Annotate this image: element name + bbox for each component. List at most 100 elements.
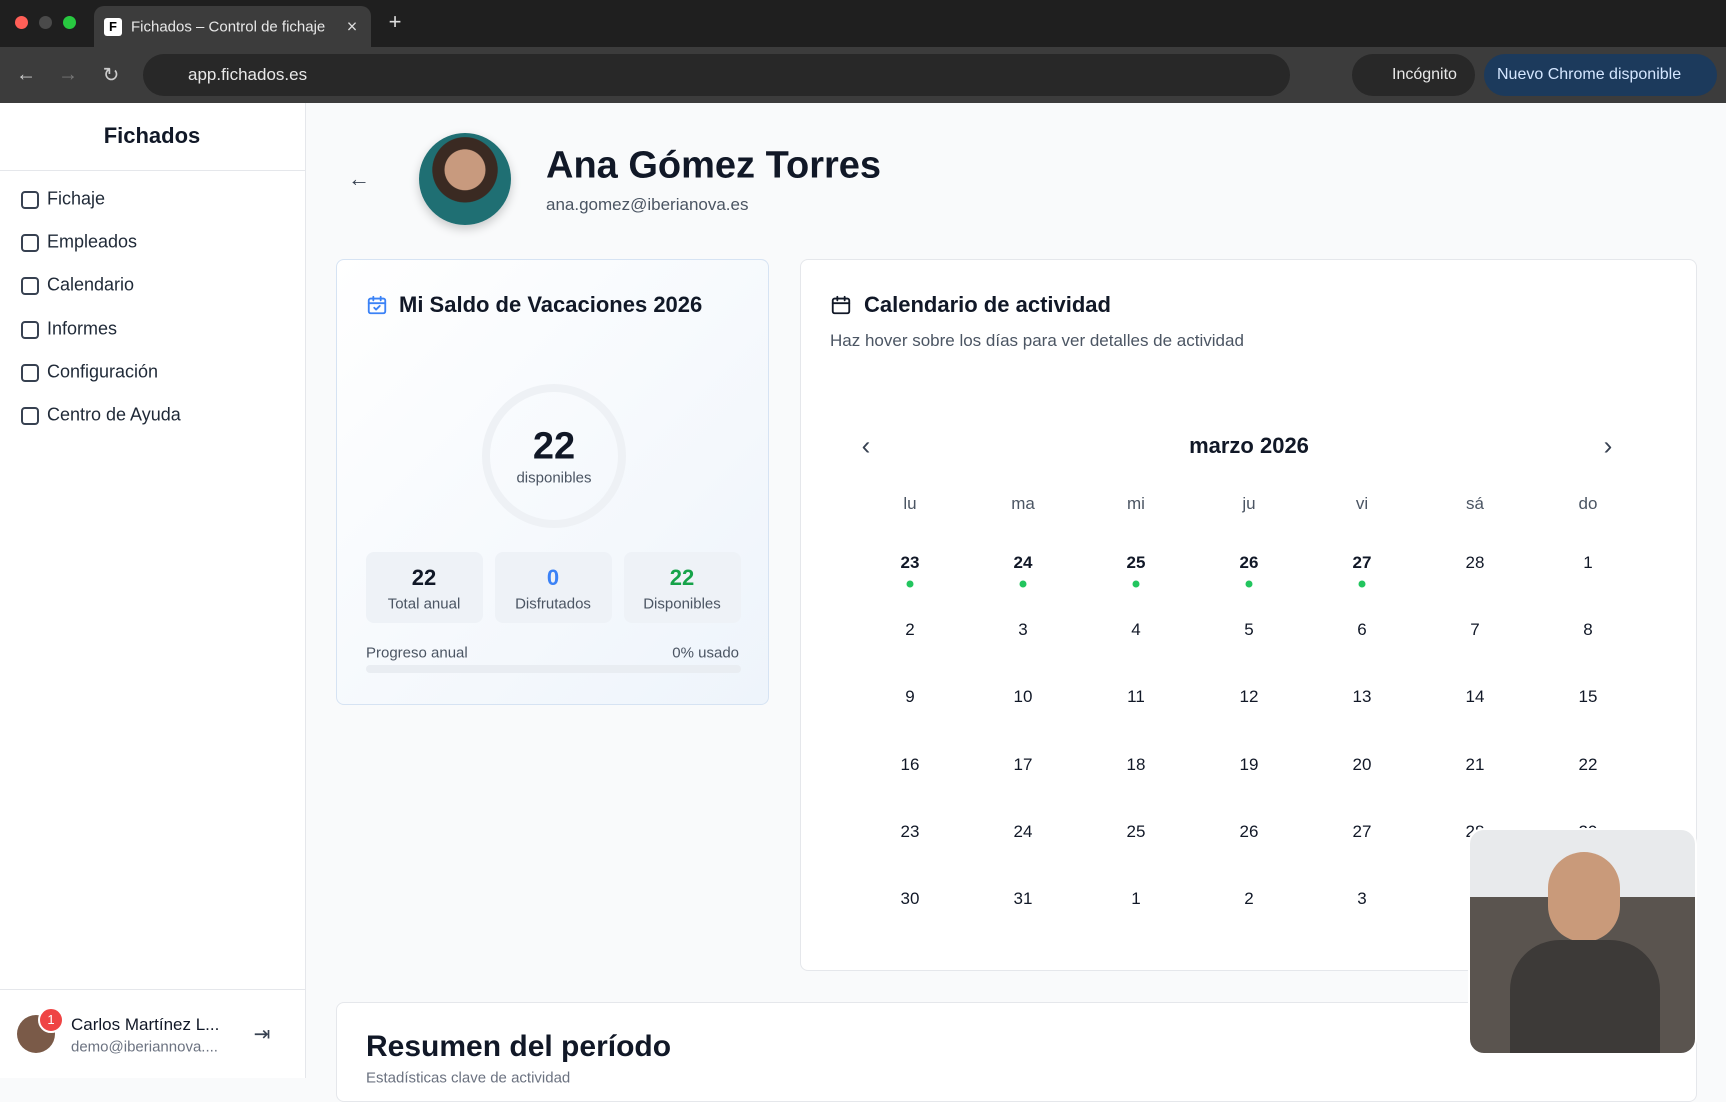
close-tab[interactable]: ×: [346, 16, 358, 37]
profile-email: ana.gomez@iberianova.es: [546, 195, 749, 214]
weekday: lu: [903, 494, 917, 513]
nav-item[interactable]: Centro de Ayuda: [8, 397, 297, 433]
weekday: ma: [1011, 494, 1035, 513]
minimize-window[interactable]: [39, 16, 52, 29]
day[interactable]: 12: [1239, 687, 1259, 707]
day[interactable]: 28: [1465, 553, 1485, 572]
new-tab[interactable]: +: [388, 9, 402, 34]
next-month[interactable]: ›: [1603, 430, 1613, 461]
nav-label: Informes: [47, 318, 118, 339]
day[interactable]: 27: [1352, 821, 1372, 841]
reload-button[interactable]: ↻: [102, 64, 120, 87]
day[interactable]: 6: [1357, 620, 1367, 640]
nav-item[interactable]: Configuración: [8, 354, 297, 390]
nav-item[interactable]: Calendario: [8, 267, 297, 303]
day[interactable]: 17: [1013, 754, 1033, 774]
weekday: vi: [1355, 494, 1369, 513]
address-bar[interactable]: app.fichados.es: [143, 54, 1290, 96]
nav-item[interactable]: Empleados: [8, 224, 297, 260]
active-tab[interactable]: F Fichados – Control de fichaje ×: [94, 6, 371, 47]
stat-value: 22: [669, 565, 695, 590]
nav-label: Empleados: [47, 231, 138, 252]
day[interactable]: 4: [1131, 620, 1141, 640]
profile-avatar: [419, 133, 511, 225]
balance-ring: [482, 384, 626, 528]
stat-label: Disponibles: [643, 595, 721, 613]
day[interactable]: 16: [900, 754, 920, 774]
available-days: 22: [532, 425, 576, 468]
divider: [0, 989, 305, 990]
url: app.fichados.es: [188, 65, 308, 84]
day[interactable]: 8: [1583, 620, 1593, 640]
weekday: do: [1578, 494, 1598, 513]
day[interactable]: 1: [1131, 889, 1141, 908]
close-window[interactable]: [15, 16, 28, 29]
day[interactable]: 24: [1013, 821, 1033, 841]
vacation-title: Mi Saldo de Vacaciones 2026: [399, 292, 703, 317]
day[interactable]: 25: [1126, 553, 1146, 572]
calendar-subtitle: Haz hover sobre los días para ver detall…: [830, 331, 1244, 350]
day[interactable]: 20: [1352, 754, 1372, 774]
user-email: demo@iberiannova....: [71, 1038, 218, 1056]
day[interactable]: 22: [1578, 754, 1598, 774]
day[interactable]: 10: [1013, 687, 1033, 707]
day[interactable]: 25: [1126, 821, 1146, 841]
day[interactable]: 11: [1127, 687, 1145, 707]
summary-title: Resumen del período: [366, 1030, 672, 1063]
stat-label: Total anual: [387, 595, 461, 613]
stat-box: 0 Disfrutados: [495, 552, 612, 623]
day[interactable]: 23: [900, 821, 920, 841]
weekday: mi: [1127, 494, 1145, 513]
day[interactable]: 26: [1239, 821, 1259, 841]
day[interactable]: 7: [1470, 620, 1480, 640]
logout-button[interactable]: ⇥: [253, 1023, 271, 1046]
progress-track: [366, 665, 741, 673]
weekday: sá: [1466, 494, 1484, 513]
day[interactable]: 3: [1018, 620, 1028, 640]
update-pill[interactable]: Nuevo Chrome disponible: [1484, 54, 1717, 96]
incognito-label: Incógnito: [1392, 66, 1457, 83]
forward-button[interactable]: →: [58, 63, 78, 86]
day[interactable]: 27: [1352, 553, 1372, 572]
nav-item[interactable]: Fichaje: [8, 181, 297, 217]
maximize-window[interactable]: [63, 16, 76, 29]
day[interactable]: 3: [1357, 889, 1367, 908]
nav-icon: [21, 363, 39, 382]
nav-label: Fichaje: [47, 188, 106, 209]
activity-dot: [1019, 580, 1027, 588]
weekday: ju: [1242, 494, 1256, 513]
nav-icon: [21, 407, 39, 425]
day[interactable]: 1: [1583, 553, 1593, 572]
day[interactable]: 19: [1239, 754, 1259, 774]
day[interactable]: 23: [900, 553, 920, 572]
day[interactable]: 5: [1244, 620, 1254, 640]
stat-box: 22 Disponibles: [624, 552, 741, 623]
day[interactable]: 30: [900, 889, 920, 908]
day[interactable]: 15: [1578, 687, 1598, 707]
prev-month[interactable]: ‹: [861, 430, 871, 461]
day[interactable]: 14: [1465, 687, 1485, 707]
day[interactable]: 31: [1013, 889, 1033, 908]
day[interactable]: 2: [905, 620, 915, 640]
presenter: [1548, 852, 1620, 942]
day[interactable]: 26: [1239, 553, 1259, 572]
day[interactable]: 13: [1352, 687, 1372, 707]
month-label: marzo 2026: [1189, 433, 1309, 458]
day[interactable]: 9: [905, 687, 915, 707]
day[interactable]: 21: [1465, 754, 1485, 774]
day[interactable]: 2: [1244, 889, 1254, 908]
stat-value: 22: [411, 565, 437, 590]
day[interactable]: 18: [1126, 754, 1146, 774]
nav-item[interactable]: Informes: [8, 311, 297, 347]
activity-dot: [1132, 580, 1140, 588]
nav-label: Centro de Ayuda: [47, 404, 181, 425]
update-label: Nuevo Chrome disponible: [1497, 66, 1682, 83]
back-arrow[interactable]: ←: [348, 166, 370, 191]
toolbar: ← → ↻ app.fichados.es Incógnito Nuevo Ch…: [0, 47, 1726, 103]
back-button[interactable]: ←: [16, 63, 36, 86]
presenter-body: [1510, 940, 1660, 1053]
day[interactable]: 24: [1013, 553, 1033, 572]
incognito-pill[interactable]: Incógnito: [1352, 54, 1475, 96]
